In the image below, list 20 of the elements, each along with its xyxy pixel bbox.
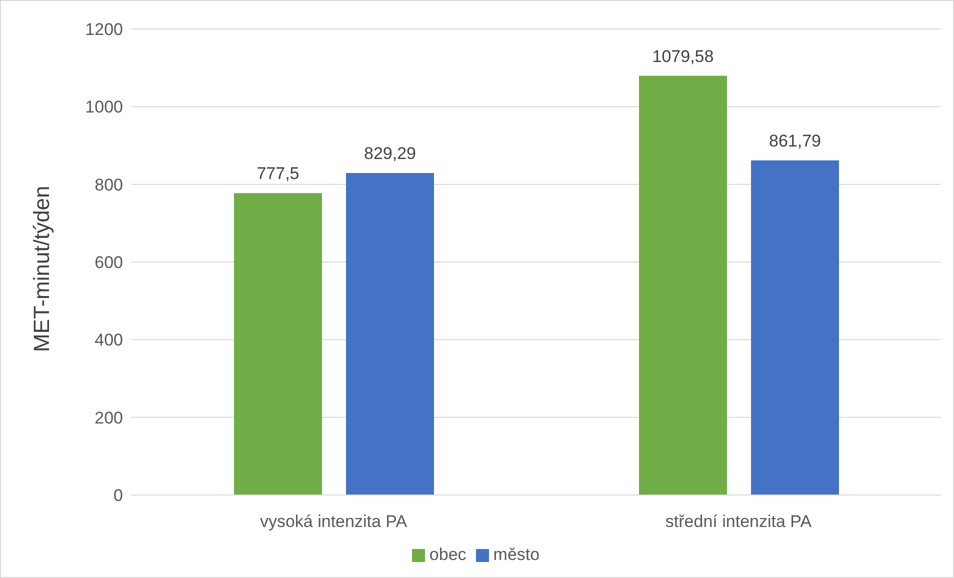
bar	[751, 160, 839, 495]
y-tick-label: 600	[94, 253, 123, 272]
y-axis-title: MET-minut/týden	[28, 186, 54, 352]
data-label: 777,5	[256, 164, 300, 184]
bar	[639, 76, 727, 495]
data-label: 861,79	[769, 131, 821, 150]
bar	[234, 193, 322, 495]
bar	[346, 172, 434, 495]
x-tick-label: střední intenzita PA	[665, 512, 812, 532]
y-tick-label: 200	[94, 408, 123, 428]
legend-label: město	[493, 545, 540, 564]
y-tick-label: 400	[94, 330, 123, 350]
y-tick-label: 1000	[85, 98, 123, 117]
data-label: 829,29	[364, 144, 416, 163]
y-tick-label: 800	[94, 175, 123, 194]
legend-label: obec	[429, 545, 466, 564]
x-tick-label: vysoká intenzita PA	[260, 512, 408, 532]
data-label: 1079,58	[652, 46, 714, 66]
y-tick-label: 0	[114, 486, 123, 506]
y-tick-label: 1200	[85, 20, 123, 40]
